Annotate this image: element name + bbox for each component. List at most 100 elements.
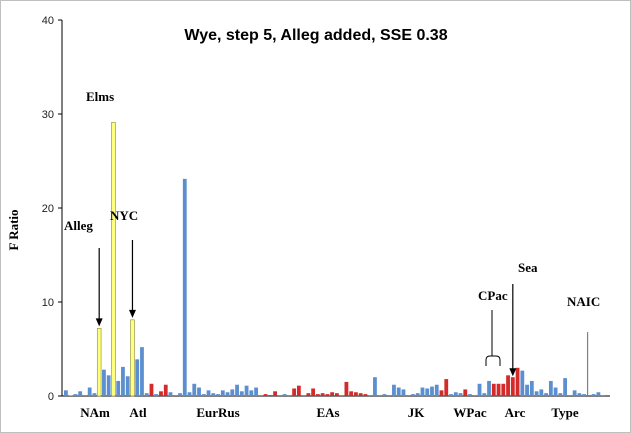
bar — [501, 383, 506, 396]
category-label-eas: EAs — [316, 405, 339, 420]
bar — [463, 389, 468, 396]
bar — [368, 395, 373, 396]
category-label-nam: NAm — [80, 405, 110, 420]
bar — [144, 393, 149, 396]
bar — [201, 394, 206, 396]
bar — [163, 384, 168, 396]
bar — [377, 395, 382, 396]
bar — [315, 394, 320, 396]
bar — [582, 394, 587, 396]
bar — [577, 393, 582, 396]
sea-arrow — [509, 284, 517, 377]
bar — [330, 392, 335, 396]
bar — [572, 390, 577, 396]
bar — [268, 395, 273, 396]
alleg-arrow — [95, 248, 103, 327]
bar — [472, 395, 477, 396]
bar — [68, 395, 73, 396]
bar — [311, 388, 316, 396]
bar — [187, 392, 192, 396]
bar — [567, 395, 572, 396]
bar — [396, 387, 401, 396]
bar — [178, 393, 182, 396]
nyc-arrow — [128, 240, 136, 318]
bar — [73, 394, 78, 396]
bar — [563, 378, 568, 396]
y-ticks: 0 10 20 30 40 — [42, 15, 62, 403]
bar — [258, 395, 263, 396]
bar — [106, 375, 111, 396]
bar — [415, 393, 420, 396]
bar — [64, 390, 68, 396]
y-tick-label: 0 — [48, 391, 54, 403]
bar — [140, 347, 144, 396]
bar — [453, 392, 458, 396]
bar — [539, 389, 544, 396]
bar — [154, 394, 159, 396]
bar — [534, 391, 539, 396]
bar — [263, 394, 268, 396]
bar — [173, 395, 178, 396]
bar — [553, 387, 558, 396]
bar — [206, 390, 211, 396]
bar — [382, 394, 387, 396]
bar — [506, 375, 510, 396]
bar — [596, 392, 601, 396]
bar — [168, 392, 173, 396]
annotation-arrows — [95, 240, 517, 377]
bar — [344, 381, 349, 396]
bar — [135, 359, 140, 396]
bar — [515, 367, 520, 396]
category-label-type: Type — [551, 405, 578, 420]
bar — [387, 395, 392, 396]
cpac-bracket — [485, 310, 501, 366]
bar — [192, 383, 197, 396]
bar — [96, 328, 102, 397]
bar — [349, 391, 354, 396]
bar — [439, 390, 444, 396]
chart-title: Wye, step 5, Alleg added, SSE 0.38 — [184, 27, 447, 44]
bar — [121, 366, 125, 396]
bar — [149, 383, 154, 396]
bar — [277, 395, 282, 396]
bar — [306, 393, 311, 396]
axes — [61, 20, 610, 397]
bar — [477, 383, 482, 396]
bar — [273, 391, 277, 396]
bar — [430, 386, 434, 396]
bar — [434, 384, 439, 396]
annotation-naic: NAIC — [567, 294, 600, 309]
bar — [525, 384, 529, 396]
bar — [225, 392, 230, 396]
bar — [230, 389, 235, 396]
bar — [358, 393, 363, 396]
category-label-arc: Arc — [505, 405, 526, 420]
bar — [287, 395, 292, 396]
bar — [425, 388, 430, 396]
y-tick-label: 30 — [42, 109, 54, 121]
bar — [458, 393, 463, 396]
bar — [301, 395, 306, 396]
bar — [392, 384, 396, 396]
bar — [363, 394, 368, 396]
category-label-wpac: WPac — [453, 405, 486, 420]
bar — [544, 393, 548, 396]
bar — [482, 393, 487, 396]
category-label-eurrus: EurRus — [196, 405, 239, 420]
bar — [211, 393, 216, 396]
bar — [373, 377, 377, 396]
bar — [216, 394, 220, 396]
bar — [558, 393, 563, 396]
bar — [197, 387, 201, 396]
bar — [130, 319, 135, 397]
bar — [182, 178, 187, 396]
bar — [282, 394, 287, 396]
bar — [548, 380, 553, 396]
bar — [102, 369, 106, 396]
bar — [87, 387, 92, 396]
bar — [325, 394, 330, 396]
bar — [335, 393, 339, 396]
annotation-alleg: Alleg — [64, 218, 93, 233]
bar — [292, 388, 297, 396]
